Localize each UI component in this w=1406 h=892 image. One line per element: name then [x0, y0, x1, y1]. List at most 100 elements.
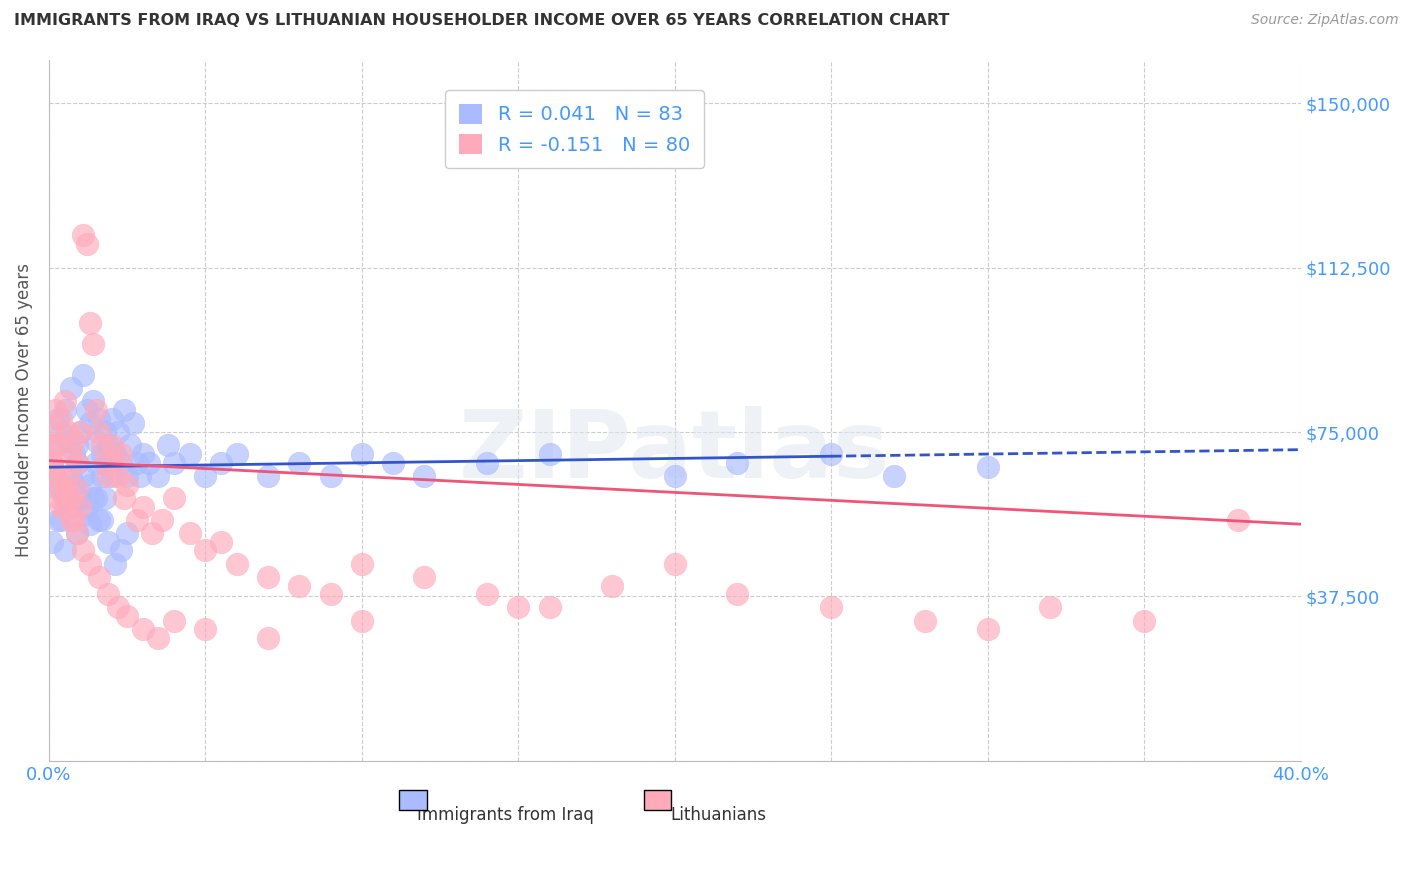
Point	[288, 456, 311, 470]
Point	[664, 557, 686, 571]
Point	[59, 491, 82, 505]
Point	[413, 469, 436, 483]
Point	[138, 456, 160, 470]
Point	[132, 623, 155, 637]
Point	[66, 525, 89, 540]
Point	[66, 456, 89, 470]
Point	[76, 236, 98, 251]
Point	[84, 456, 107, 470]
Point	[107, 600, 129, 615]
Point	[53, 543, 76, 558]
Text: Source: ZipAtlas.com: Source: ZipAtlas.com	[1251, 13, 1399, 28]
Point	[66, 438, 89, 452]
Point	[41, 534, 63, 549]
Point	[63, 434, 86, 448]
Point	[82, 394, 104, 409]
Point	[163, 491, 186, 505]
Point	[91, 438, 114, 452]
Point	[84, 434, 107, 448]
Point	[91, 513, 114, 527]
Point	[725, 456, 748, 470]
Point	[350, 447, 373, 461]
Point	[110, 543, 132, 558]
Point	[107, 425, 129, 439]
Point	[72, 469, 94, 483]
Point	[84, 403, 107, 417]
Point	[150, 513, 173, 527]
Point	[53, 500, 76, 514]
Point	[87, 513, 110, 527]
Point	[48, 513, 70, 527]
Point	[288, 578, 311, 592]
Point	[820, 447, 842, 461]
Point	[194, 623, 217, 637]
Point	[59, 513, 82, 527]
Point	[69, 425, 91, 439]
Point	[84, 491, 107, 505]
Point	[120, 438, 142, 452]
Point	[87, 570, 110, 584]
Point	[977, 460, 1000, 475]
Point	[53, 482, 76, 496]
Point	[56, 425, 79, 439]
Point	[59, 500, 82, 514]
Point	[59, 447, 82, 461]
Point	[48, 482, 70, 496]
Point	[115, 525, 138, 540]
Point	[63, 513, 86, 527]
Point	[350, 614, 373, 628]
Point	[51, 425, 73, 439]
Point	[508, 600, 530, 615]
Point	[97, 534, 120, 549]
Point	[51, 500, 73, 514]
Point	[122, 417, 145, 431]
Point	[100, 412, 122, 426]
Point	[148, 469, 170, 483]
Point	[41, 456, 63, 470]
Point	[538, 600, 561, 615]
Point	[72, 543, 94, 558]
Point	[125, 513, 148, 527]
Point	[94, 425, 117, 439]
Point	[883, 469, 905, 483]
Point	[104, 447, 127, 461]
Point	[79, 557, 101, 571]
Point	[475, 456, 498, 470]
Point	[79, 316, 101, 330]
Point	[51, 513, 73, 527]
Point	[97, 587, 120, 601]
Point	[163, 614, 186, 628]
Legend: R = 0.041   N = 83, R = -0.151   N = 80: R = 0.041 N = 83, R = -0.151 N = 80	[446, 90, 704, 169]
Point	[110, 456, 132, 470]
Point	[48, 412, 70, 426]
Point	[41, 456, 63, 470]
Point	[51, 412, 73, 426]
Point	[110, 447, 132, 461]
Point	[87, 412, 110, 426]
Text: Immigrants from Iraq: Immigrants from Iraq	[418, 806, 595, 824]
Text: Lithuanians: Lithuanians	[671, 806, 766, 824]
Point	[44, 438, 66, 452]
Point	[350, 557, 373, 571]
Point	[76, 500, 98, 514]
Point	[148, 631, 170, 645]
Point	[63, 447, 86, 461]
Point	[115, 609, 138, 624]
Point	[44, 469, 66, 483]
Point	[44, 403, 66, 417]
Point	[94, 491, 117, 505]
Point	[72, 508, 94, 523]
FancyBboxPatch shape	[644, 790, 671, 810]
Point	[48, 469, 70, 483]
Point	[48, 438, 70, 452]
Point	[97, 438, 120, 452]
Point	[209, 534, 232, 549]
Point	[538, 447, 561, 461]
Point	[51, 482, 73, 496]
Point	[100, 438, 122, 452]
Text: IMMIGRANTS FROM IRAQ VS LITHUANIAN HOUSEHOLDER INCOME OVER 65 YEARS CORRELATION : IMMIGRANTS FROM IRAQ VS LITHUANIAN HOUSE…	[14, 13, 949, 29]
Point	[59, 381, 82, 395]
Point	[72, 368, 94, 383]
Point	[382, 456, 405, 470]
Point	[59, 469, 82, 483]
